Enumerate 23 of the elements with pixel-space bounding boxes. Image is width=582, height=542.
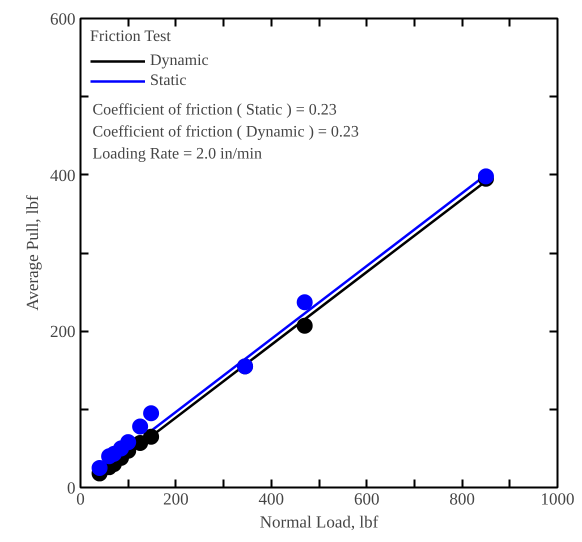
point xyxy=(143,405,160,422)
point xyxy=(132,418,148,435)
y-tick-label: 600 xyxy=(50,10,76,28)
annotation: Coefficient of friction ( Static ) = 0.23 xyxy=(92,102,337,118)
x-axis-title: Normal Load, lbf xyxy=(260,512,379,532)
x-tick-label: 400 xyxy=(258,490,284,508)
y-axis-title: Average Pull, lbf xyxy=(23,194,42,311)
x-tick-label: 800 xyxy=(449,490,475,508)
x-tick-label: 200 xyxy=(163,490,189,508)
annotation: Coefficient of friction ( Dynamic ) = 0.23 xyxy=(92,124,359,140)
annotation: Loading Rate = 2.0 in/min xyxy=(92,146,262,162)
point xyxy=(120,434,136,450)
legend-title: Friction Test xyxy=(90,28,172,46)
point xyxy=(296,294,313,310)
point xyxy=(296,318,313,334)
x-tick-label: 600 xyxy=(354,490,380,508)
legend-label: Dynamic xyxy=(150,52,209,70)
point xyxy=(92,460,108,476)
x-tick-label: 1000 xyxy=(540,490,574,508)
legend-label: Static xyxy=(150,72,186,90)
point xyxy=(143,428,160,445)
y-tick-label: 200 xyxy=(50,322,76,342)
y-tick-label: 400 xyxy=(50,166,76,185)
